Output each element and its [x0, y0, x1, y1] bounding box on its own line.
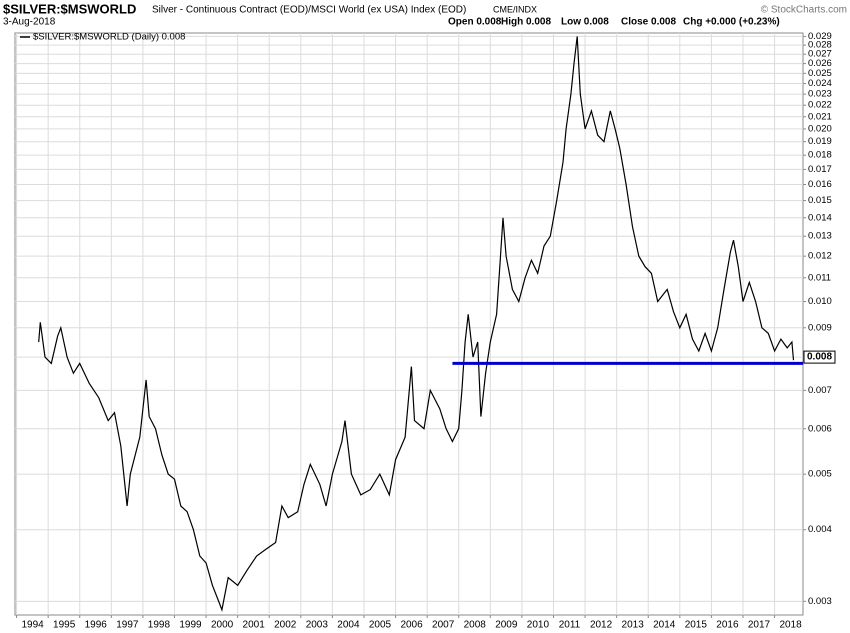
x-tick-label: 2003: [306, 620, 329, 631]
y-tick-label: 0.014: [808, 212, 832, 223]
price-line: [38, 36, 795, 612]
y-tick-label: 0.027: [808, 49, 832, 60]
x-tick-label: 2005: [369, 620, 392, 631]
quote-item: Open 0.008: [448, 17, 502, 28]
x-tick-label: 2016: [716, 620, 739, 631]
y-tick-label: 0.004: [808, 524, 832, 535]
x-tick-label: 2014: [653, 620, 676, 631]
y-tick-label: 0.023: [808, 89, 832, 100]
x-tick-label: 2002: [274, 620, 297, 631]
x-tick-label: 2012: [590, 620, 613, 631]
x-tick-label: 2006: [400, 620, 423, 631]
y-tick-label: 0.019: [808, 136, 832, 147]
exchange: CME/INDX: [493, 4, 537, 14]
x-tick-label: 2018: [779, 620, 802, 631]
y-tick-label: 0.015: [808, 195, 832, 206]
y-tick-label: 0.006: [808, 423, 832, 434]
chart-title: $SILVER:$MSWORLD: [3, 1, 136, 16]
x-tick-label: 2000: [211, 620, 234, 631]
y-tick-label: 0.028: [808, 40, 832, 51]
plot-frame: [14, 32, 804, 616]
x-tick-label: 2010: [527, 620, 550, 631]
quote-item: Low 0.008: [561, 17, 609, 28]
x-tick-label: 1995: [53, 620, 76, 631]
y-tick-label: 0.011: [808, 272, 831, 283]
x-tick-label: 2008: [464, 620, 487, 631]
y-tick-label: 0.029: [808, 31, 832, 42]
x-tick-label: 1997: [116, 620, 139, 631]
y-tick-label: 0.026: [808, 58, 832, 69]
last-value-label: 0.008: [807, 352, 832, 363]
date: 3-Aug-2018: [3, 17, 56, 28]
chart-subtitle: Silver - Continuous Contract (EOD)/MSCI …: [152, 5, 466, 16]
y-tick-label: 0.022: [808, 100, 832, 111]
quote-item: Chg +0.000 (+0.23%): [683, 17, 780, 28]
y-tick-label: 0.013: [808, 231, 832, 242]
y-tick-label: 0.009: [808, 322, 832, 333]
last-value-box: [803, 350, 836, 364]
legend-label: $SILVER:$MSWORLD (Daily) 0.008: [33, 32, 185, 43]
y-tick-label: 0.010: [808, 296, 832, 307]
x-tick-label: 2009: [495, 620, 518, 631]
y-tick-label: 0.018: [808, 150, 832, 161]
x-tick-label: 1999: [179, 620, 202, 631]
x-tick-label: 2015: [685, 620, 708, 631]
y-tick-label: 0.020: [808, 123, 832, 134]
x-tick-label: 1998: [148, 620, 171, 631]
x-tick-label: 1996: [85, 620, 108, 631]
y-tick-label: 0.021: [808, 111, 832, 122]
y-tick-label: 0.024: [808, 78, 832, 89]
x-tick-label: 2001: [243, 620, 266, 631]
y-tick-label: 0.016: [808, 179, 832, 190]
quote-item: Close 0.008: [621, 17, 676, 28]
y-tick-label: 0.007: [808, 385, 832, 396]
x-tick-label: 2017: [748, 620, 771, 631]
y-tick-label: 0.012: [808, 251, 832, 262]
y-tick-label: 0.003: [808, 596, 832, 607]
quote-item: High 0.008: [501, 17, 551, 28]
x-tick-label: 2004: [337, 620, 360, 631]
x-tick-label: 1994: [21, 620, 44, 631]
x-tick-label: 2011: [559, 620, 581, 631]
x-tick-label: 2013: [622, 620, 645, 631]
x-tick-label: 2007: [432, 620, 455, 631]
y-tick-label: 0.025: [808, 68, 832, 79]
y-tick-label: 0.005: [808, 469, 832, 480]
copyright: © StockCharts.com: [761, 5, 847, 16]
y-tick-label: 0.017: [808, 164, 832, 175]
